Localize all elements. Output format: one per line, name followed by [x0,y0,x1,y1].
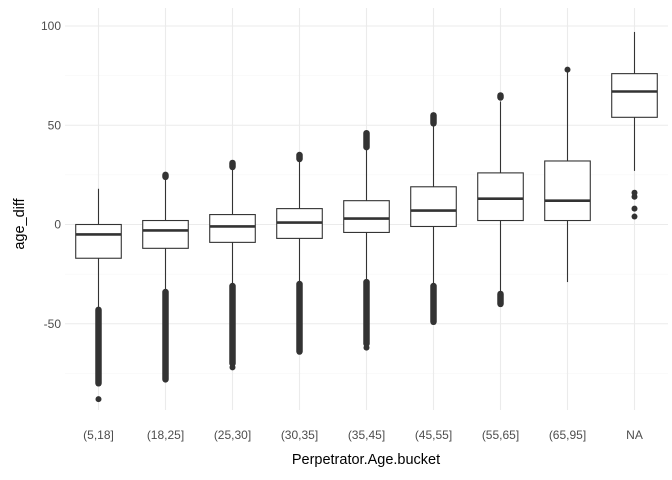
y-tick-label: 100 [41,19,61,33]
box-group [611,31,658,220]
y-tick-label: -50 [44,317,62,331]
y-axis-title: age_diff [12,197,28,249]
box-group [142,171,189,383]
y-tick-labels: -50 0 50 100 [41,19,61,331]
x-tick-label: (45,55] [415,428,452,442]
x-axis-title: Perpetrator.Age.bucket [292,452,440,468]
outlier-point [631,205,638,212]
iqr-box [410,186,457,228]
x-tick-label: (30,35] [281,428,318,442]
iqr-box [343,200,390,233]
box-group [410,112,457,326]
iqr-box [209,214,256,243]
box-group [477,92,524,308]
iqr-box [142,219,189,249]
outlier-point [95,396,102,403]
box-group [544,66,591,283]
outlier-point [564,66,571,73]
box-group [276,151,323,355]
x-tick-label: (25,30] [214,428,251,442]
outlier-point [363,344,370,351]
x-tick-label: (35,45] [348,428,385,442]
outlier-point [631,193,638,200]
iqr-box [544,160,591,222]
y-tick-label: 0 [54,218,61,232]
iqr-box [477,172,524,222]
iqr-box [75,223,122,259]
box-group [343,129,390,351]
boxes [75,31,658,403]
outlier-point [631,213,638,220]
x-tick-label: (18,25] [147,428,184,442]
outlier-point [229,364,236,371]
x-tick-label: (65,95] [549,428,586,442]
x-tick-label: NA [626,428,643,442]
x-tick-label: (55,65] [482,428,519,442]
x-tick-label: (5,18] [83,428,114,442]
box-group [75,188,122,403]
x-tick-labels: (5,18] (18,25] (25,30] (30,35] (35,45] (45,55… [83,428,643,442]
box-group [209,159,256,371]
iqr-box [611,73,658,118]
y-tick-label: 50 [48,118,62,132]
